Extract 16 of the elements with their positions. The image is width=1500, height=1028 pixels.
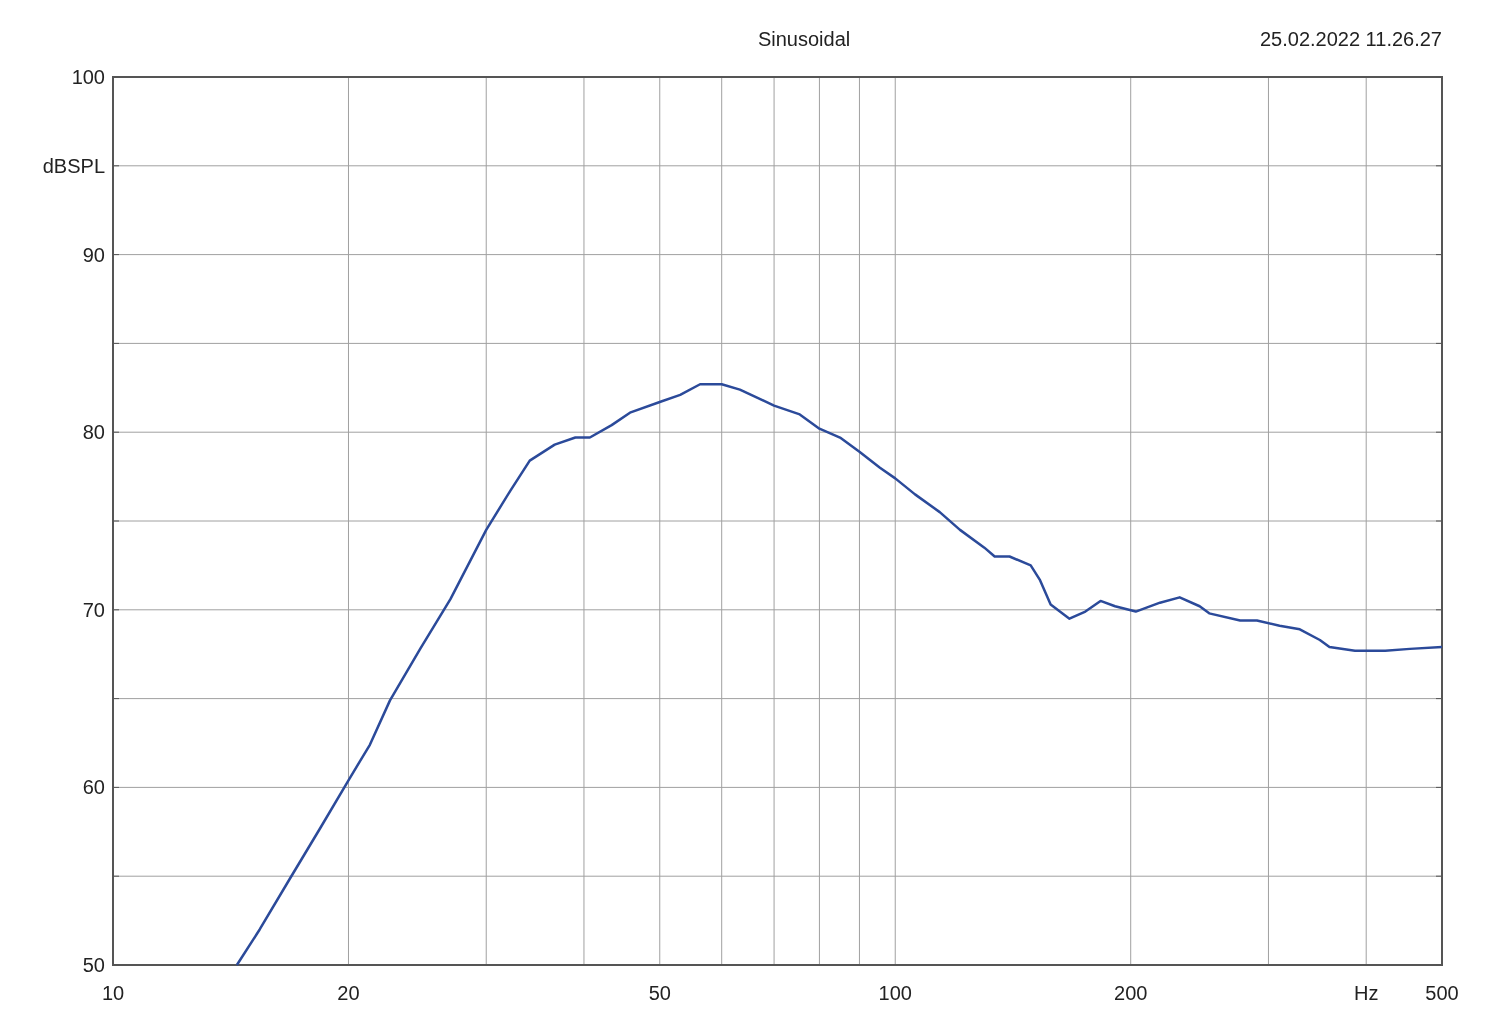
y-tick-label: 80 xyxy=(82,421,105,444)
y-tick-label: 60 xyxy=(82,776,105,799)
x-tick-label: 100 xyxy=(878,982,912,1004)
x-tick-label: 500 xyxy=(1425,982,1459,1004)
x-tick-label: 200 xyxy=(1114,982,1148,1004)
x-tick-label: 50 xyxy=(648,982,671,1004)
x-tick-label: 20 xyxy=(337,982,360,1004)
y-tick-label: 90 xyxy=(82,243,105,266)
text: 25.02.2022 11.26.27 xyxy=(1259,28,1442,50)
chart-title: Sinusoidal xyxy=(757,28,851,50)
y-tick-label: 70 xyxy=(82,598,105,621)
y-axis-title: dBSPL xyxy=(42,154,105,177)
y-tick-label: 50 xyxy=(82,954,105,976)
x-axis-title: Hz xyxy=(1353,982,1379,1004)
y-tick-label: 100 xyxy=(71,66,105,88)
x-tick-label: 10 xyxy=(101,982,125,1004)
